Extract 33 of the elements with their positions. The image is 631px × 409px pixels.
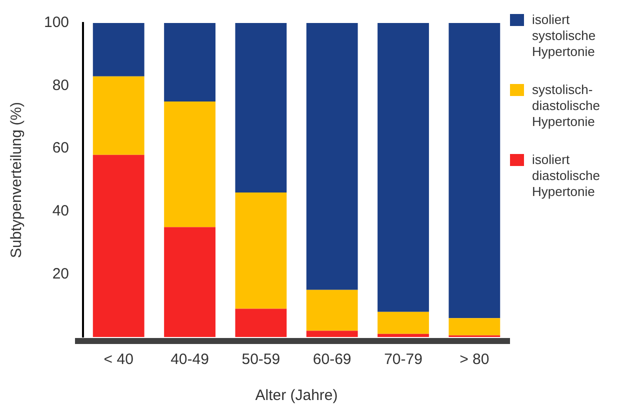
x-tick-label: 70-79 <box>384 351 422 368</box>
bar <box>92 154 144 337</box>
y-axis-title: Subtypenverteilung (%) <box>8 102 26 258</box>
bar <box>448 23 500 318</box>
x-tick-label: 40-49 <box>170 351 209 368</box>
y-tick-label: 20 <box>52 265 70 282</box>
x-axis-title: Alter (Jahre) <box>255 387 338 404</box>
legend-label: isoliert systolische Hypertonie <box>532 12 596 59</box>
y-tick-label: 40 <box>52 202 70 220</box>
bar <box>164 23 216 102</box>
bar <box>92 23 144 76</box>
bar <box>306 330 358 337</box>
bar <box>164 227 216 337</box>
bar <box>235 192 287 309</box>
bar <box>164 102 216 228</box>
bar <box>235 308 287 337</box>
bar <box>306 290 358 331</box>
bar <box>92 76 144 155</box>
legend-label: isoliert diastolische Hypertonie <box>532 152 600 199</box>
bar <box>235 23 287 193</box>
x-tick-label: 50-59 <box>242 351 280 368</box>
bar <box>378 312 429 334</box>
x-tick-label: > 80 <box>460 351 490 368</box>
x-tick-label: 60-69 <box>312 351 352 368</box>
x-tick-label: < 40 <box>104 351 134 368</box>
legend-label: systolisch-diastolische Hypertonie <box>532 82 600 129</box>
bar <box>448 318 500 336</box>
bar <box>378 334 429 337</box>
bar <box>378 23 429 312</box>
bar <box>306 23 358 290</box>
y-tick-label: 100 <box>44 14 70 32</box>
y-tick-label: 80 <box>52 76 70 94</box>
y-tick-label: 60 <box>52 140 70 157</box>
